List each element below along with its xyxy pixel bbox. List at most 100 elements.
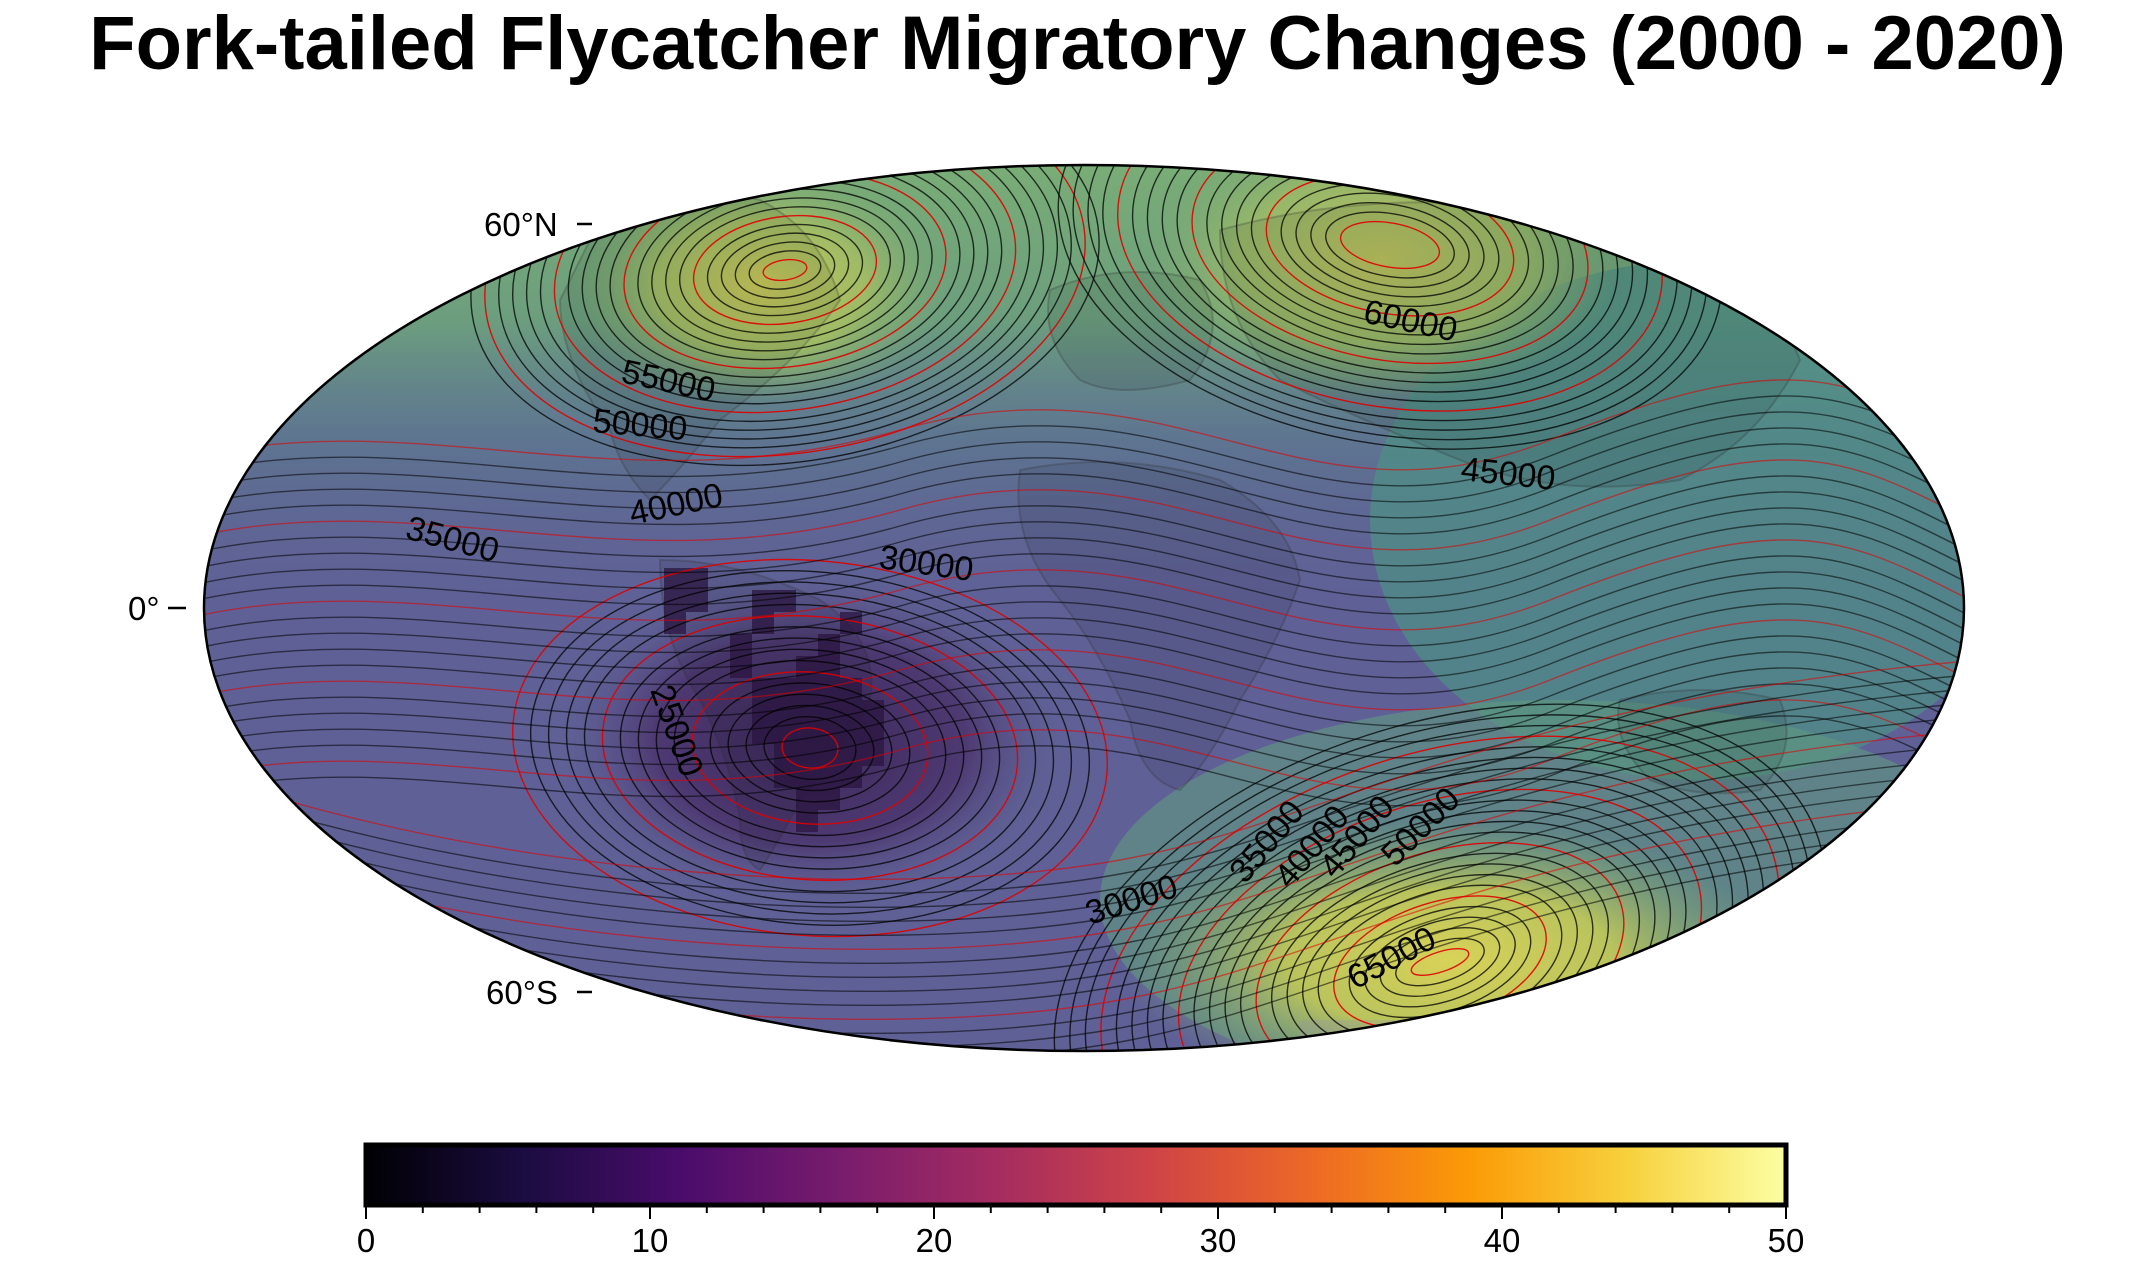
contour-band-line xyxy=(204,699,1964,791)
contour-ring-se-high xyxy=(1084,724,1796,1051)
occurrence-cell xyxy=(752,722,774,744)
contour-ring-nw-high xyxy=(470,165,1100,467)
contour-ring-ne-high xyxy=(1191,165,1589,365)
contour-ring-nw-high xyxy=(720,232,850,308)
contour-band-line xyxy=(204,715,1964,807)
contour-ring-nw-high xyxy=(484,165,1086,458)
contour-ring-ne-high xyxy=(1161,165,1619,384)
contour-band-line xyxy=(204,619,1964,711)
contour-band-line xyxy=(204,443,1964,535)
contour-ring-nw-high xyxy=(525,165,1045,431)
contour-ring-ne-high xyxy=(1146,165,1634,393)
contour-band-line xyxy=(204,571,1964,663)
occurrence-cell xyxy=(730,634,752,656)
contour-band-line xyxy=(204,491,1964,583)
contour-ring-nw-high xyxy=(678,206,892,334)
contour-ring-sa-low xyxy=(781,727,839,769)
contour-ring-nw-high xyxy=(498,165,1072,449)
contour-ring-ne-high xyxy=(1087,165,1693,431)
map-frame xyxy=(202,163,1966,1053)
occurrence-cell xyxy=(664,590,686,612)
lat-label-60n: 60°N xyxy=(484,206,558,243)
contour-ring-se-high xyxy=(1395,937,1485,987)
lat-label-60s: 60°S xyxy=(486,974,558,1011)
contour-band-line xyxy=(204,475,1964,567)
colorbar-tick-label: 50 xyxy=(1767,1222,1805,1259)
contour-band-line xyxy=(204,555,1964,647)
contour-ring-sa-low xyxy=(709,682,911,814)
contour-ring-nw-high xyxy=(706,223,864,317)
contour-ring-nw-high xyxy=(762,258,808,282)
occurrence-cell xyxy=(796,700,818,722)
contour-ring-nw-high xyxy=(567,165,1003,405)
contour-band-line xyxy=(204,523,1964,615)
occurrence-cell xyxy=(774,590,796,612)
contour-ring-se-high xyxy=(1069,714,1811,1051)
contour-ring-sa-low xyxy=(673,659,947,837)
contour-band-line xyxy=(204,651,1964,743)
occurrence-cell xyxy=(840,766,862,788)
page-title: Fork-tailed Flycatcher Migratory Changes… xyxy=(89,1,2066,86)
contour-ring-se-high xyxy=(1255,841,1625,1051)
contour-band-line xyxy=(204,459,1964,551)
contour-ring-ne-high xyxy=(1102,165,1678,422)
contour-ring-sa-low xyxy=(637,637,983,859)
contour-band-line xyxy=(219,687,1964,909)
contour-ring-ne-high xyxy=(1295,192,1485,298)
contour-ring-nw-high xyxy=(665,197,905,343)
contour-ring-nw-high xyxy=(511,165,1059,440)
contour-band-line xyxy=(219,729,1964,951)
occurrence-cell xyxy=(796,722,818,744)
contour-ring-ne-high xyxy=(1117,165,1663,412)
contour-ring-ne-high xyxy=(1235,165,1545,336)
colorbar-tick-label: 40 xyxy=(1483,1222,1521,1259)
contour-ring-nw-high xyxy=(748,250,822,290)
contour-ring-ne-high xyxy=(1176,165,1604,374)
contour-ring-sa-low xyxy=(511,558,1109,938)
contour-ring-nw-high xyxy=(553,165,1017,414)
contour-ring-se-high xyxy=(1177,788,1703,1051)
contour-ring-ne-high xyxy=(1325,211,1455,279)
contour-ring-ne-high xyxy=(1131,165,1649,403)
occurrence-cell xyxy=(862,700,884,722)
contour-ring-ne-high xyxy=(1221,165,1559,346)
contour-ring-nw-high xyxy=(692,214,878,326)
contour-ring-se-high xyxy=(1239,831,1641,1051)
occurrence-cell xyxy=(818,788,840,810)
contour-ring-se-high xyxy=(1270,852,1610,1051)
colorbar-tick-label: 20 xyxy=(915,1222,953,1259)
contour-ring-se-high xyxy=(1208,810,1672,1051)
contour-ring-ne-high xyxy=(1072,165,1708,441)
occurrence-cell xyxy=(686,568,708,590)
occurrence-cell xyxy=(818,700,840,722)
occurrence-cell xyxy=(774,766,796,788)
contour-lines xyxy=(204,165,1964,1051)
contour-ring-se-high xyxy=(1146,767,1734,1051)
contour-band-line xyxy=(219,659,1964,881)
contour-ring-nw-high xyxy=(581,165,989,396)
contour-band-line xyxy=(204,395,1964,487)
contour-band-line xyxy=(219,673,1964,895)
contour-label: 50000 xyxy=(591,402,688,448)
colorbar-ticks xyxy=(365,1205,1787,1219)
contour-ring-sa-low xyxy=(583,603,1037,893)
contour-band-line xyxy=(204,603,1964,695)
occurrence-cell xyxy=(730,656,752,678)
colorbar-tick-label: 30 xyxy=(1199,1222,1237,1259)
occurrence-cell xyxy=(840,722,862,744)
occurrence-cell xyxy=(752,700,774,722)
contour-band-line xyxy=(204,507,1964,599)
contour-ring-sa-low xyxy=(547,581,1073,915)
contour-band-line xyxy=(204,587,1964,679)
contour-band-line xyxy=(204,411,1964,503)
contour-ring-se-high xyxy=(1364,916,1516,1008)
contour-band-line xyxy=(219,715,1964,937)
colorbar-fill xyxy=(366,1145,1786,1205)
occurrence-cell xyxy=(774,700,796,722)
contour-ring-se-high xyxy=(1100,735,1780,1051)
contour-ring-ne-high xyxy=(1339,220,1441,270)
colorbar xyxy=(363,1142,1789,1219)
colorbar-frame xyxy=(363,1142,1789,1208)
contour-ring-sa-low xyxy=(565,592,1055,904)
